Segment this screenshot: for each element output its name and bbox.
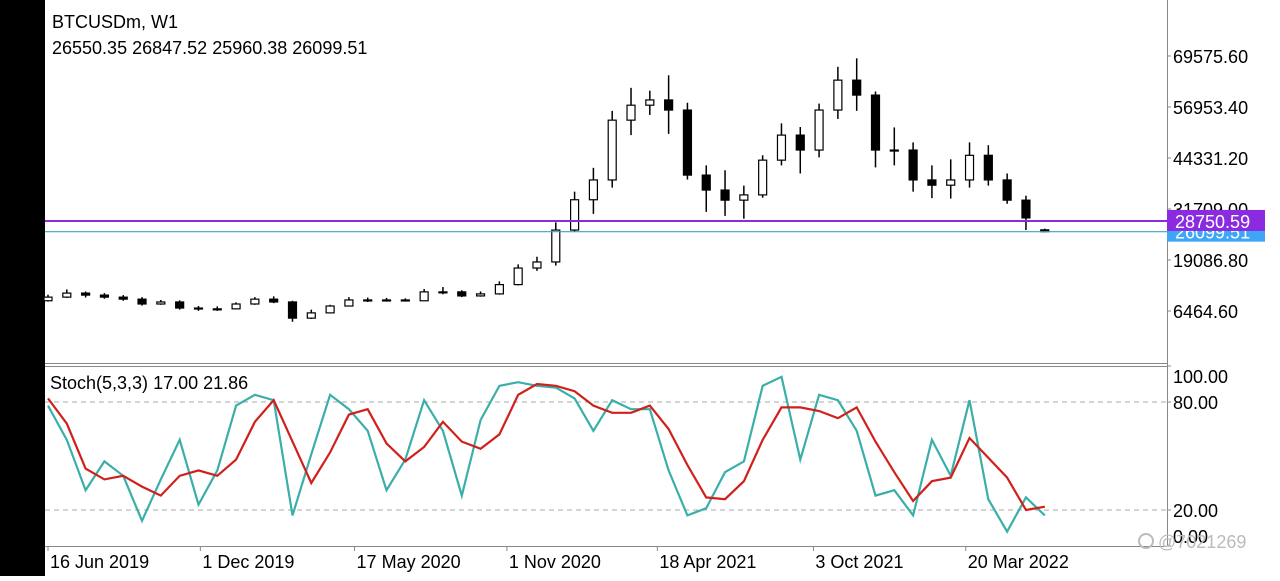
y-tick-label: 6464.60 — [1173, 302, 1238, 322]
x-tick-label: 1 Nov 2020 — [509, 552, 601, 572]
candle-body — [569, 199, 580, 231]
ohlc-header: 26550.35 26847.52 25960.38 26099.51 — [52, 38, 367, 58]
candle-body — [99, 294, 110, 298]
y-tick-label: 0.00 — [1173, 527, 1208, 547]
x-tick-label: 16 Jun 2019 — [50, 552, 149, 572]
candle-body — [833, 79, 843, 111]
candle-body — [475, 293, 486, 297]
candle-body — [664, 99, 674, 111]
level-label-box — [1167, 209, 1265, 231]
candle-body — [739, 194, 749, 201]
y-tick-label: 80.00 — [1173, 393, 1218, 413]
candle-body — [964, 154, 975, 181]
x-tick-label: 1 Dec 2019 — [202, 552, 294, 572]
candle-body — [231, 303, 241, 310]
candle-body — [457, 291, 467, 297]
candle-body — [250, 298, 260, 305]
candle-body — [626, 104, 636, 121]
candle-body — [306, 312, 316, 319]
watermark: @7021269 — [1138, 532, 1246, 552]
candle-body — [908, 149, 918, 181]
candle-body — [870, 94, 881, 151]
stoch-line — [47, 375, 1046, 534]
candle-body — [419, 291, 429, 302]
candle-body — [137, 298, 147, 305]
candle-body — [795, 134, 805, 151]
candle-body — [62, 292, 72, 298]
candle-body — [494, 284, 504, 295]
y-tick-label: 56953.40 — [1173, 98, 1248, 118]
stoch-title: Stoch(5,3,3) 17.00 21.86 — [50, 373, 248, 393]
candle-body — [532, 261, 542, 269]
candle-body — [720, 189, 730, 201]
candle-body — [1002, 179, 1012, 201]
candle-body — [1021, 199, 1031, 219]
level-label: 28750.59 — [1175, 212, 1250, 232]
candle-body — [551, 229, 561, 263]
candle-body — [363, 299, 373, 302]
candle-body — [118, 296, 128, 300]
candle-body — [43, 296, 53, 302]
candle-body — [212, 308, 222, 311]
open-value: 26550.35 — [52, 38, 127, 58]
candle-body — [269, 298, 279, 303]
stoch-name: Stoch(5,3,3) — [50, 373, 148, 393]
candle-body — [81, 292, 91, 296]
candle-body — [946, 179, 956, 186]
watermark-text: @7021269 — [1158, 532, 1246, 552]
candle-body — [983, 154, 993, 181]
candle-body — [927, 179, 937, 186]
x-tick-label: 20 Mar 2022 — [968, 552, 1069, 572]
y-tick-label: 20.00 — [1173, 501, 1218, 521]
symbol-title: BTCUSDm, W1 — [52, 12, 178, 32]
left-bar — [0, 0, 45, 576]
low-value: 25960.38 — [212, 38, 287, 58]
candle-body — [701, 174, 711, 191]
stoch-line — [47, 382, 1045, 512]
candle-body — [344, 299, 354, 307]
candle-body — [381, 299, 392, 302]
x-tick-label: 17 May 2020 — [357, 552, 461, 572]
candle-body — [645, 99, 655, 106]
stoch-d-value: 21.86 — [203, 373, 248, 393]
candle-body — [438, 291, 448, 294]
candle-body — [588, 179, 598, 201]
candle-body — [400, 299, 410, 302]
candle-body — [325, 305, 335, 314]
watermark-icon — [1138, 533, 1154, 549]
candle-body — [513, 267, 523, 286]
candle-body — [814, 109, 824, 151]
candle-body — [193, 307, 204, 310]
y-tick-label: 44331.20 — [1173, 149, 1248, 169]
y-tick-label: 19086.80 — [1173, 251, 1248, 271]
x-tick-label: 18 Apr 2021 — [659, 552, 756, 572]
x-tick-label: 3 Oct 2021 — [815, 552, 903, 572]
candle-body — [852, 79, 862, 96]
candle-body — [156, 301, 166, 305]
candle-body — [175, 301, 185, 309]
candle-body — [287, 301, 298, 319]
high-value: 26847.52 — [132, 38, 207, 58]
candle-body — [889, 149, 899, 152]
close-value: 26099.51 — [292, 38, 367, 58]
candle-body — [682, 109, 693, 176]
stoch-k-value: 17.00 — [153, 373, 198, 393]
y-tick-label: 69575.60 — [1173, 47, 1248, 67]
candle-body — [758, 159, 768, 196]
candle-body — [776, 134, 787, 161]
candle-body — [607, 119, 617, 181]
y-tick-label: 100.00 — [1173, 367, 1228, 387]
